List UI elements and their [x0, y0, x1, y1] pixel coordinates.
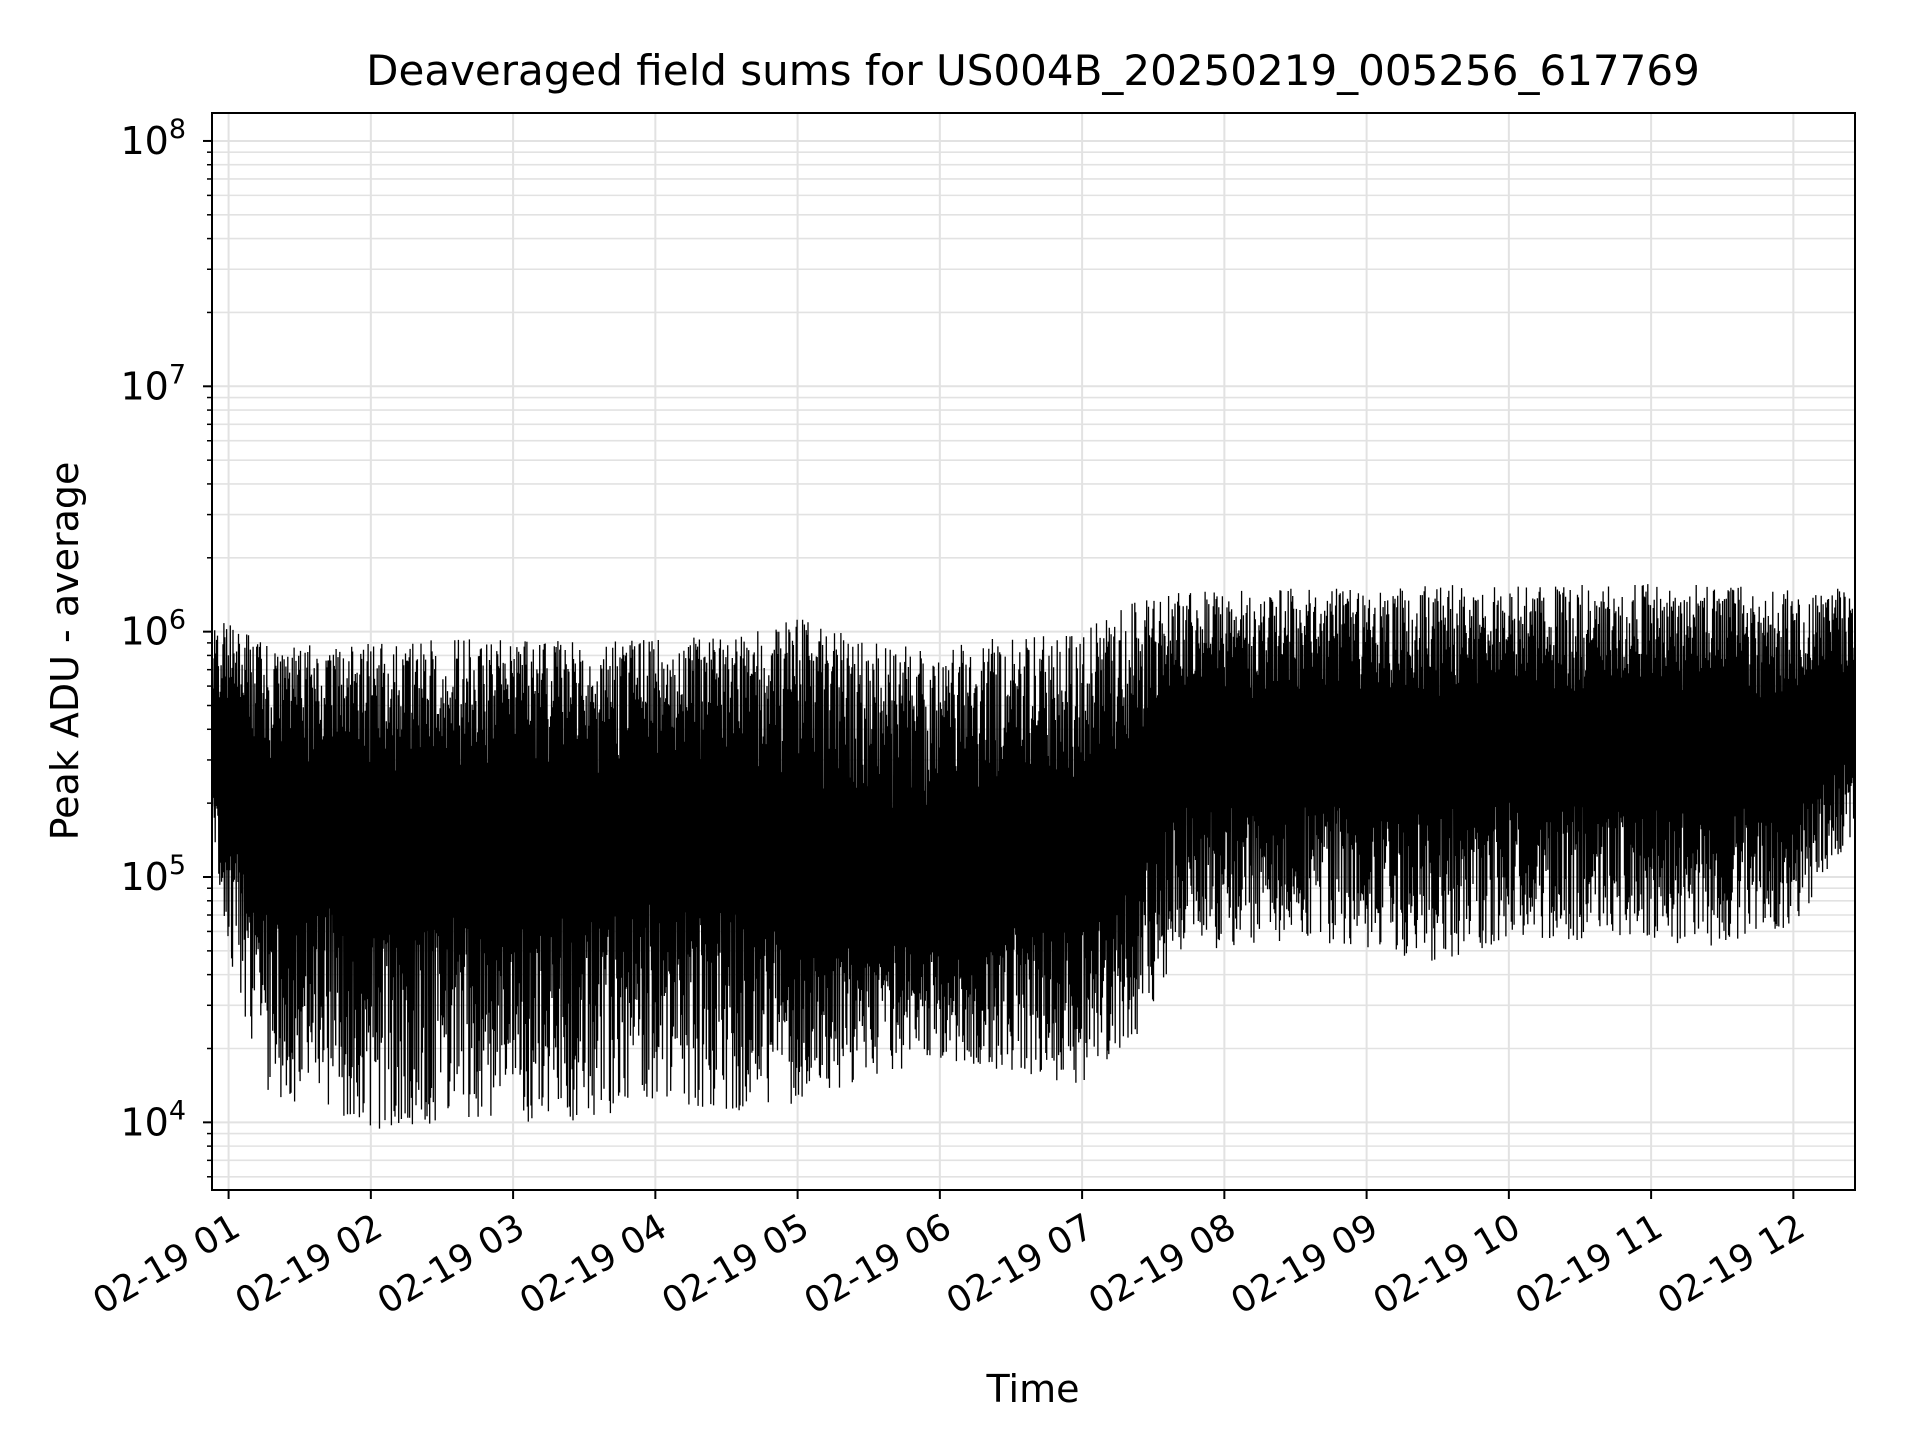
y-axis-label: Peak ADU - average	[43, 462, 87, 841]
y-tick-label: 107	[120, 359, 186, 408]
plot-frame	[211, 112, 1856, 1191]
chart-title: Deaveraged field sums for US004B_2025021…	[366, 46, 1700, 95]
series-line	[211, 584, 1856, 1129]
y-tick-label: 104	[120, 1095, 186, 1144]
y-tick-label: 108	[120, 114, 186, 163]
y-tick-label: 106	[120, 605, 186, 654]
y-tick-label: 105	[120, 850, 186, 899]
x-axis-label: Time	[986, 1367, 1080, 1411]
data-series	[211, 584, 1856, 1129]
